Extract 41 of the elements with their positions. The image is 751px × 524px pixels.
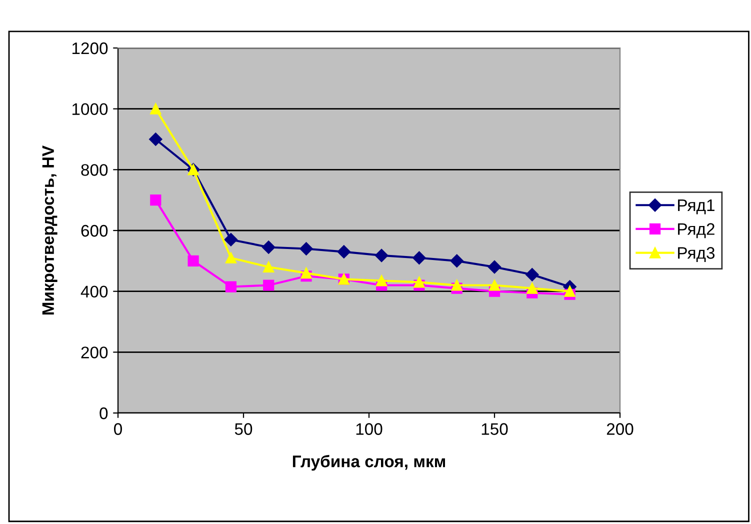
y-tick-label: 0 xyxy=(100,407,108,420)
point xyxy=(225,281,237,292)
y-tick-label: 600 xyxy=(81,224,108,237)
point xyxy=(188,255,199,266)
point xyxy=(526,268,539,282)
y-axis-title: Микротвердость, HV xyxy=(42,145,58,315)
x-tick-label: 50 xyxy=(234,423,252,435)
x-axis-title: Глубина слоя, мкм xyxy=(292,454,445,471)
point xyxy=(376,275,388,286)
point xyxy=(150,194,162,206)
point xyxy=(300,268,312,279)
point xyxy=(300,242,313,256)
point xyxy=(150,103,162,114)
point xyxy=(414,276,425,288)
point xyxy=(488,280,500,291)
point xyxy=(263,261,274,273)
point xyxy=(225,252,237,264)
point xyxy=(488,260,502,274)
y-tick-label: 1200 xyxy=(72,42,108,54)
point xyxy=(337,245,350,258)
x-tick-label: 0 xyxy=(114,423,122,435)
legend-label: Ряд3 xyxy=(678,247,715,262)
point xyxy=(412,251,426,264)
y-tick-label: 1000 xyxy=(72,103,108,116)
legend-label: Ряд2 xyxy=(678,223,714,238)
legend-label: Ряд1 xyxy=(678,199,714,214)
point xyxy=(450,254,464,268)
point xyxy=(374,248,388,262)
point xyxy=(564,286,576,297)
y-tick-label: 400 xyxy=(80,286,108,298)
point xyxy=(526,282,538,294)
point xyxy=(263,280,274,291)
point xyxy=(451,280,462,291)
point xyxy=(262,240,276,254)
point xyxy=(224,233,238,246)
x-tick-label: 150 xyxy=(482,423,508,435)
x-tick-label: 200 xyxy=(606,423,634,435)
point xyxy=(149,132,162,146)
y-tick-label: 200 xyxy=(81,346,108,358)
y-tick-label: 800 xyxy=(81,164,108,176)
x-tick-label: 100 xyxy=(356,423,382,435)
